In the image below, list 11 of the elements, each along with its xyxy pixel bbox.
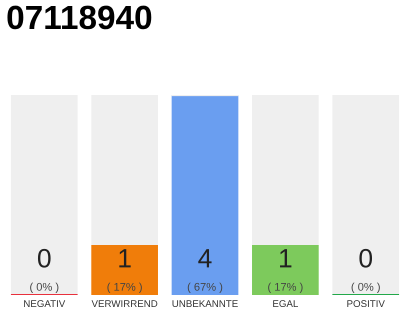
x-tick-label: VERWIRREND <box>92 300 158 307</box>
data-label: 0 ( 0% ) <box>30 248 58 293</box>
data-label: 4 ( 67% ) <box>188 249 222 293</box>
data-label: 1 ( 17% ) <box>107 249 142 293</box>
x-tick-label: UNBEKANNTE <box>172 300 238 308</box>
data-label: 1 ( 17% ) <box>268 249 303 293</box>
x-tick-label: EGAL <box>273 300 298 308</box>
x-tick-label: NEGATIV <box>24 300 66 308</box>
data-label: 0 ( 0% ) <box>352 248 380 293</box>
chart-title: 07118940 <box>7 6 152 30</box>
x-tick-label: POSITIV <box>347 300 385 308</box>
